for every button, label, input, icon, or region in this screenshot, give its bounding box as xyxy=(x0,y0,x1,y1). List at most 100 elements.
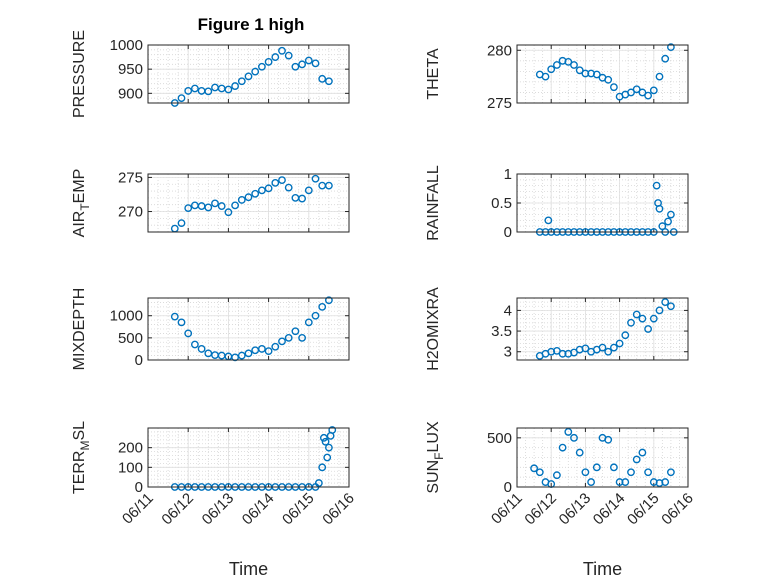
data-point xyxy=(231,353,240,362)
y-tick-label: 275 xyxy=(118,169,143,186)
data-point xyxy=(604,75,613,84)
data-point xyxy=(604,435,613,444)
data-point xyxy=(644,91,652,100)
data-point xyxy=(644,468,652,477)
data-point xyxy=(575,66,584,75)
axes-box xyxy=(147,173,350,233)
chart-panel-6: 3 3.5 4 H2OMIXRA xyxy=(425,287,689,371)
data-point xyxy=(291,327,300,336)
data-point xyxy=(318,74,327,83)
plot-area xyxy=(517,428,688,487)
y-axis-label: PRESSURE xyxy=(71,30,88,118)
chart-panel-5: 0 500 1000 MIXDEPTH xyxy=(71,288,350,370)
x-tick-label: 06/14 xyxy=(239,490,278,529)
y-axis-label: SUNFLUX xyxy=(425,421,446,494)
data-point xyxy=(627,468,635,477)
y-axis-label: AIRTEMP xyxy=(71,169,92,238)
x-tick-label: 06/12 xyxy=(521,490,560,529)
data-point xyxy=(231,201,240,210)
data-point xyxy=(638,448,647,457)
data-point xyxy=(632,310,641,319)
data-point xyxy=(638,88,647,97)
data-point xyxy=(667,43,675,52)
y-tick-label: 1 xyxy=(504,166,512,183)
x-tick-label: 06/11 xyxy=(119,490,157,528)
data-point xyxy=(610,343,618,352)
data-point xyxy=(278,337,286,346)
data-point xyxy=(184,329,193,338)
data-point xyxy=(615,339,624,348)
axes-box xyxy=(516,44,689,104)
data-point xyxy=(627,318,635,327)
x-tick-label: 06/15 xyxy=(279,490,318,529)
data-point xyxy=(298,60,306,69)
data-point xyxy=(184,87,193,95)
data-point xyxy=(575,448,584,457)
data-point xyxy=(177,219,186,228)
y-tick-label: 275 xyxy=(487,95,512,112)
data-point xyxy=(284,183,293,192)
data-point xyxy=(291,62,300,71)
data-point xyxy=(319,433,328,442)
data-point xyxy=(558,349,567,358)
data-point xyxy=(324,443,333,452)
data-point xyxy=(661,298,670,307)
data-point xyxy=(204,203,213,212)
data-point xyxy=(251,189,260,198)
y-tick-label: 3 xyxy=(504,344,512,361)
y-tick-label: 0 xyxy=(504,479,512,496)
data-point xyxy=(244,349,253,358)
data-point xyxy=(592,70,601,79)
data-point xyxy=(190,340,199,349)
y-tick-label: 100 xyxy=(118,459,143,476)
chart-panel-1: 900 950 1000 PRESSURE xyxy=(71,30,350,118)
data-point xyxy=(638,314,647,323)
y-tick-label: 200 xyxy=(118,440,143,457)
plot-area xyxy=(148,428,349,487)
y-tick-label: 1000 xyxy=(110,308,143,325)
data-point xyxy=(264,347,273,356)
data-point xyxy=(224,85,233,94)
data-point xyxy=(284,333,293,342)
data-point xyxy=(244,72,253,81)
data-point xyxy=(553,61,561,69)
y-axis-label: TERRMSL xyxy=(71,421,92,494)
data-point xyxy=(314,479,323,487)
y-tick-label: 500 xyxy=(118,330,143,347)
x-tick-label: 06/11 xyxy=(488,490,526,528)
data-point xyxy=(547,65,556,74)
data-point xyxy=(655,72,664,81)
data-point xyxy=(321,437,330,446)
data-point xyxy=(564,428,573,436)
axes-box xyxy=(516,173,689,233)
data-point xyxy=(558,443,567,452)
chart-panel-3: 270 275 AIRTEMP xyxy=(71,169,350,238)
data-point xyxy=(217,202,226,210)
data-point xyxy=(661,54,670,63)
y-tick-label: 3.5 xyxy=(491,323,512,340)
data-point xyxy=(615,478,624,486)
data-point xyxy=(284,51,293,60)
data-point xyxy=(271,178,280,187)
data-point xyxy=(587,478,595,486)
x-tick-label: 06/13 xyxy=(556,490,595,529)
y-tick-label: 1000 xyxy=(110,37,143,54)
data-point xyxy=(667,210,675,219)
y-axis-label: THETA xyxy=(425,48,442,100)
data-point xyxy=(237,351,246,360)
y-tick-label: 0 xyxy=(135,352,143,369)
data-point xyxy=(304,186,313,195)
data-point xyxy=(304,56,313,65)
data-point xyxy=(324,181,333,190)
y-tick-label: 4 xyxy=(504,302,512,319)
figure-title: Figure 1 high xyxy=(198,15,305,34)
data-point xyxy=(177,94,186,103)
data-point xyxy=(257,186,266,195)
data-point xyxy=(604,347,613,356)
data-point xyxy=(278,46,286,55)
y-tick-label: 950 xyxy=(118,61,143,78)
x-tick-label: 06/13 xyxy=(199,490,238,529)
data-point xyxy=(581,344,590,353)
